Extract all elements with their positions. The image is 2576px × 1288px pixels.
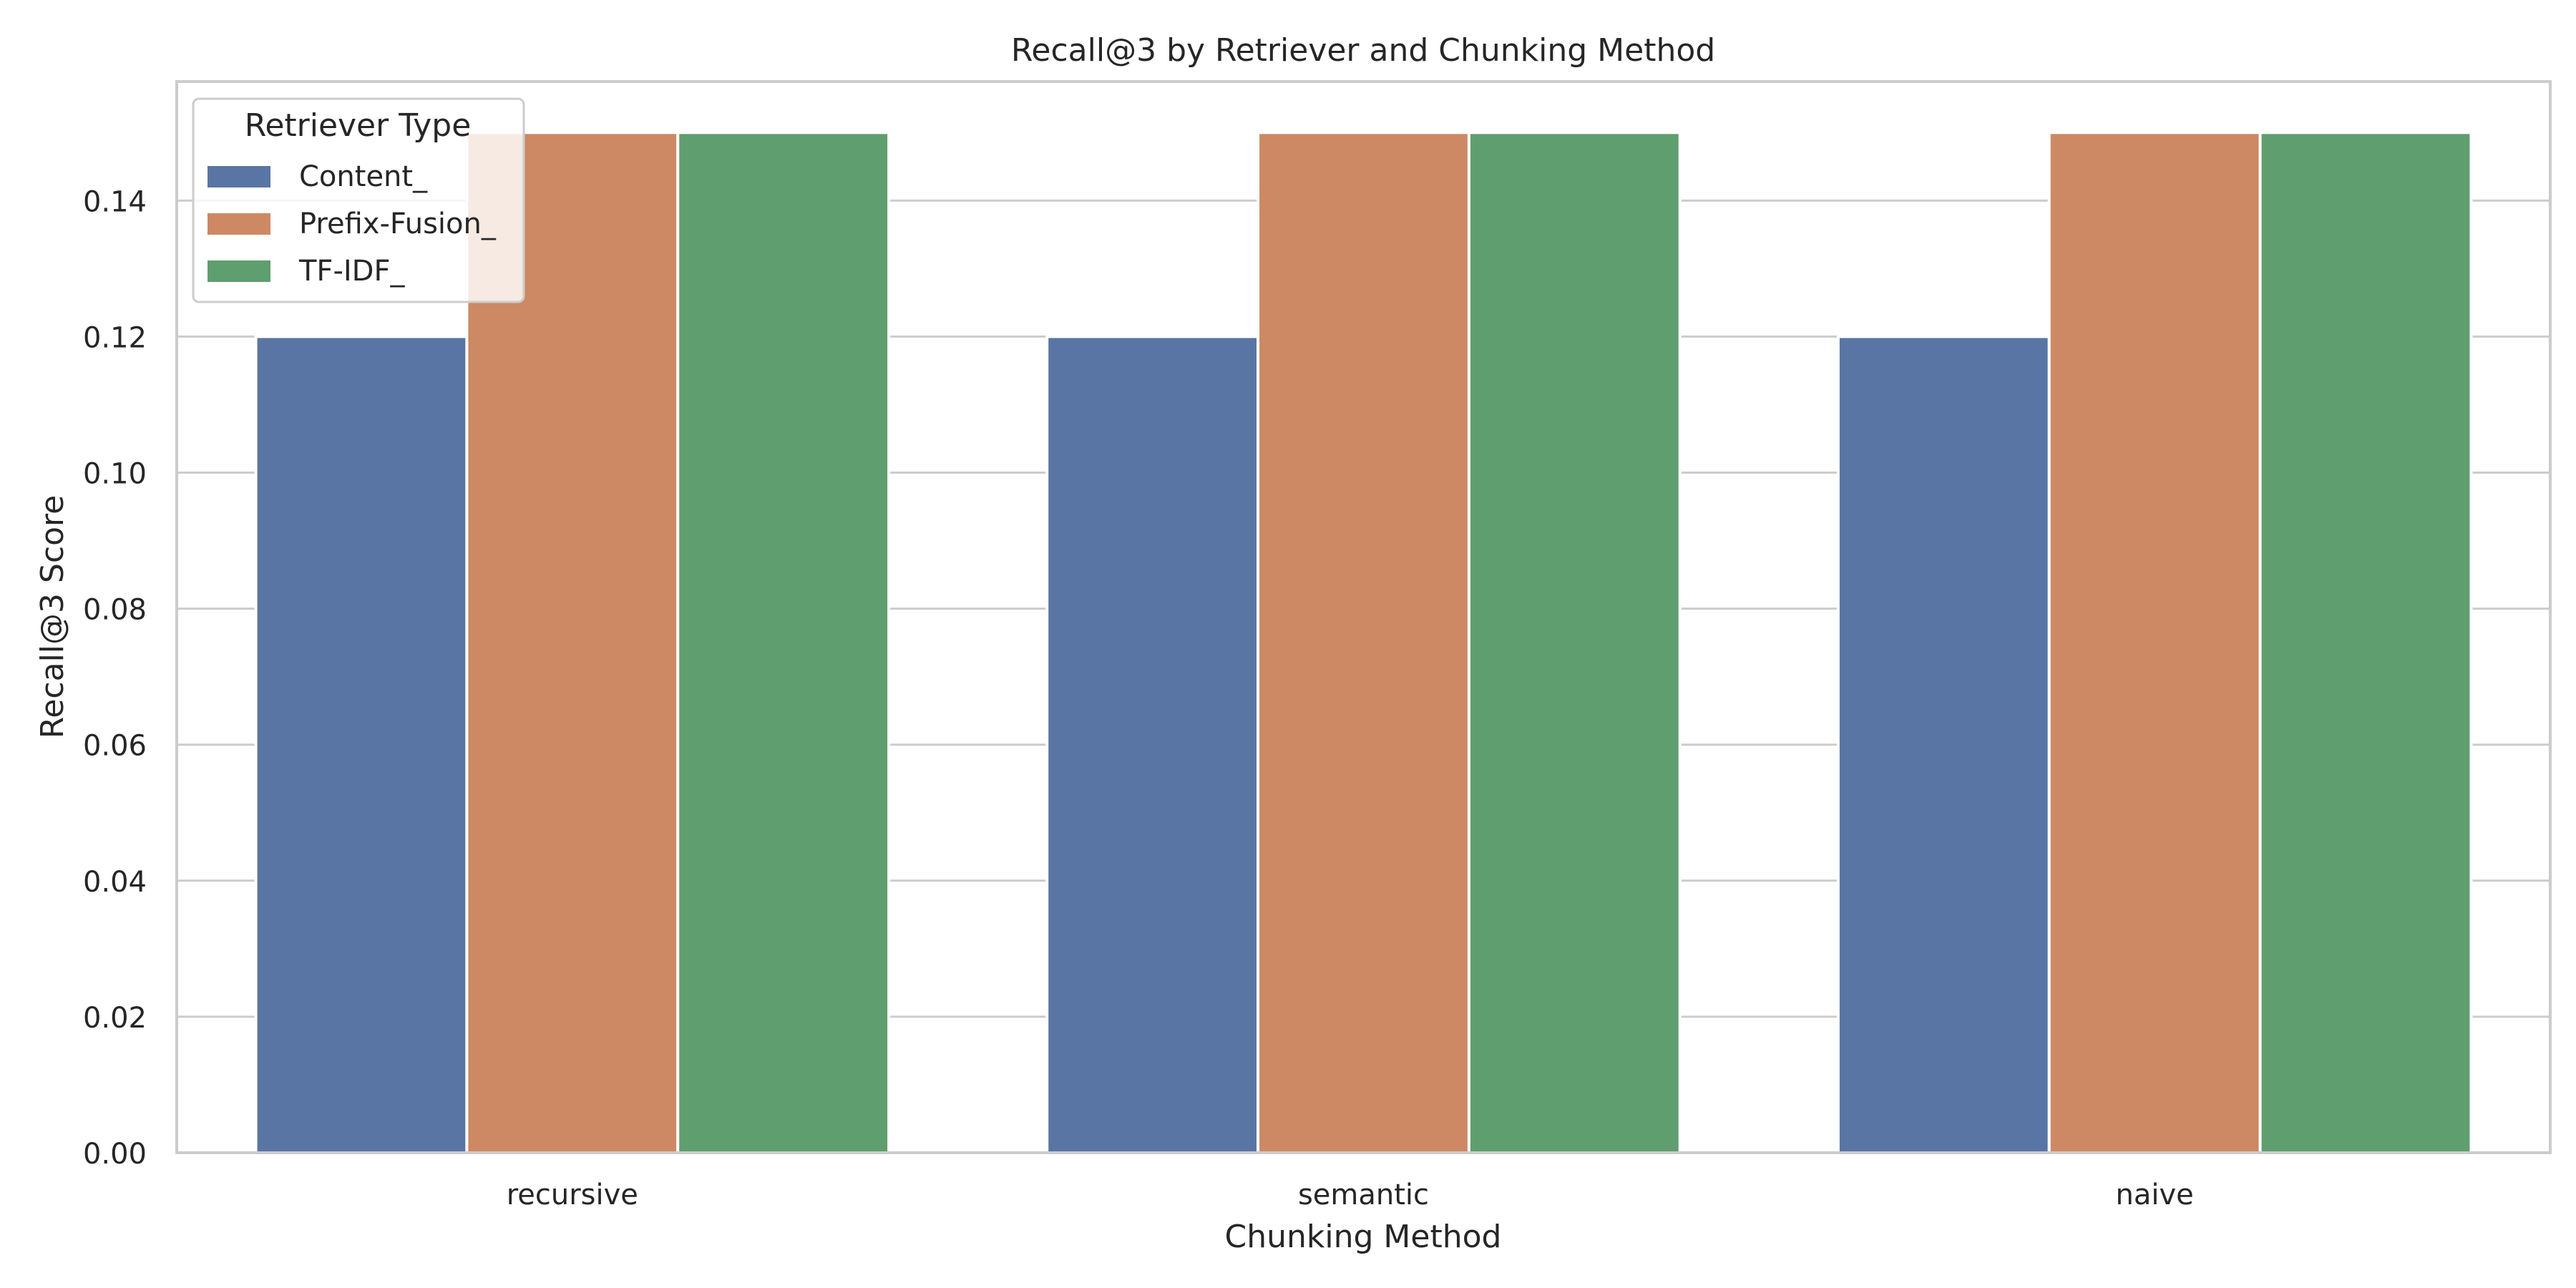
legend-swatch (208, 213, 270, 235)
bar-content-naive (1836, 335, 2051, 1154)
legend-box (192, 97, 525, 303)
x-tick-label: naive (2116, 1179, 2194, 1211)
x-tick-label: recursive (507, 1179, 638, 1211)
x-axis-label: Chunking Method (1225, 1219, 1502, 1255)
bar-prefix-fusion-semantic (1257, 131, 1470, 1154)
y-axis-ticks: 0.00 0.02 0.04 0.06 0.08 0.10 0.12 0.14 (83, 185, 147, 1171)
legend-label: Content_ (299, 160, 428, 193)
plot-frame (175, 80, 2552, 1154)
y-tick-label: 0.04 (83, 866, 147, 899)
x-tick-label: semantic (1298, 1179, 1429, 1211)
bar-content-recursive (254, 335, 469, 1154)
bar-tf-idf-recursive (676, 131, 891, 1154)
y-tick-label: 0.14 (83, 185, 147, 218)
legend-label: TF-IDF_ (298, 255, 405, 288)
legend-swatch (208, 260, 270, 282)
bar-tf-idf-semantic (1467, 131, 1682, 1154)
y-tick-label: 0.02 (83, 1002, 147, 1035)
bar-content-semantic (1045, 335, 1260, 1154)
legend: Retriever Type Content_ Prefix-Fusion_ TF-… (192, 97, 525, 303)
legend-items: Content_ Prefix-Fusion_ TF-IDF_ (208, 160, 497, 288)
legend-swatch (208, 166, 270, 187)
legend-title: Retriever Type (245, 107, 472, 144)
y-tick-label: 0.06 (83, 730, 147, 763)
y-axis-label: Recall@3 Score (34, 495, 71, 738)
legend-label: Prefix-Fusion_ (299, 208, 497, 240)
bars (254, 131, 2473, 1154)
y-tick-label: 0.08 (83, 594, 147, 627)
bar-prefix-fusion-naive (2047, 131, 2262, 1154)
y-tick-label: 0.12 (83, 321, 147, 354)
chart-title: Recall@3 by Retriever and Chunking Metho… (1011, 32, 1715, 69)
bar-tf-idf-naive (2258, 131, 2473, 1154)
y-tick-label: 0.10 (83, 458, 147, 491)
x-axis-ticks: recursive semantic naive (507, 1179, 2194, 1211)
y-tick-label: 0.00 (83, 1138, 147, 1171)
